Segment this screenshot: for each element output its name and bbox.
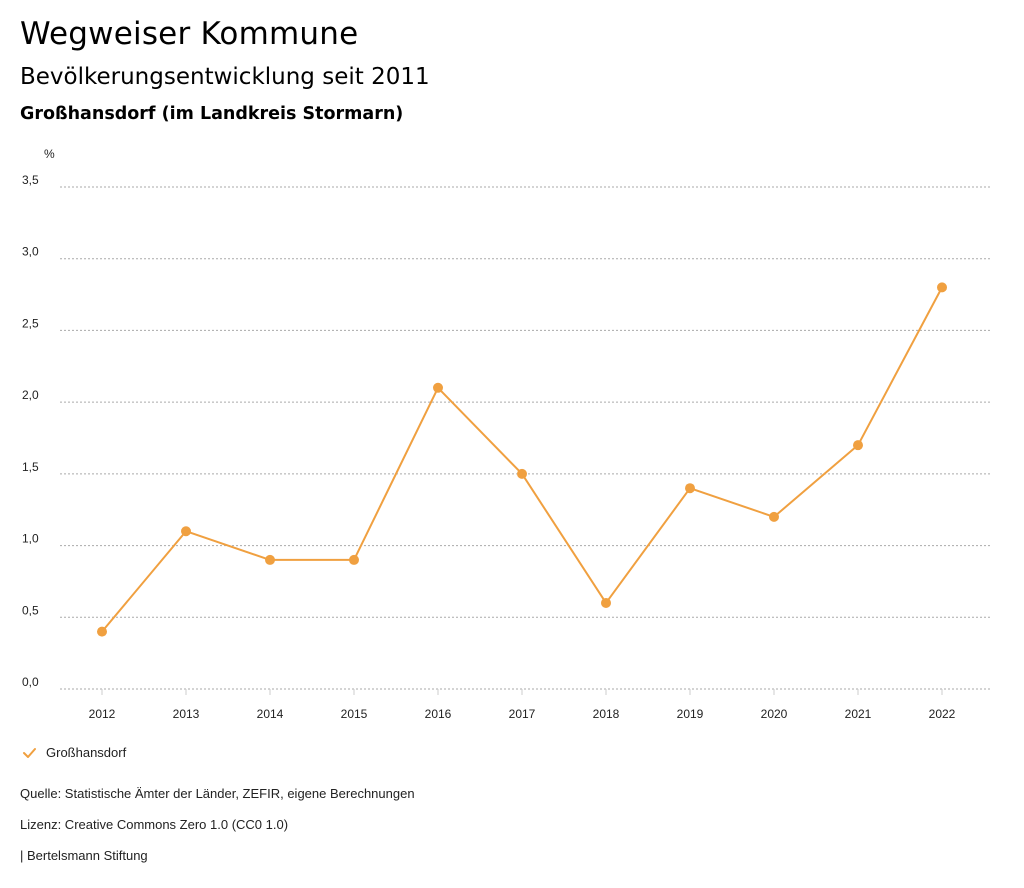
series-group xyxy=(97,282,947,637)
grid-lines xyxy=(60,186,991,690)
y-axis-ticks: 0,0 0,5 1,0 1,5 2,0 2,5 3,0 3,5 xyxy=(22,173,39,689)
y-tick-label: 0,5 xyxy=(22,603,39,617)
data-point[interactable] xyxy=(265,554,275,565)
y-tick-label: 1,0 xyxy=(22,532,39,546)
y-axis-unit-label: % xyxy=(44,147,55,161)
source-note: Quelle: Statistische Ämter der Länder, Z… xyxy=(20,786,415,801)
y-tick-label: 3,5 xyxy=(22,173,39,187)
data-point[interactable] xyxy=(937,282,947,293)
series-line xyxy=(101,286,943,633)
data-point[interactable] xyxy=(97,626,107,637)
x-tick-label: 2018 xyxy=(593,707,620,721)
x-tick-label: 2021 xyxy=(845,707,872,721)
y-tick-label: 1,5 xyxy=(22,460,39,474)
data-point[interactable] xyxy=(685,483,695,494)
checkmark-icon xyxy=(23,747,36,758)
data-point[interactable] xyxy=(601,597,611,608)
page-title: Wegweiser Kommune xyxy=(20,16,359,52)
legend-label: Großhansdorf xyxy=(46,745,127,760)
x-tick-label: 2020 xyxy=(761,707,788,721)
x-axis-ticks: 2012 2013 2014 2015 2016 2017 2018 2019 2020 2021… xyxy=(89,689,956,721)
x-tick-label: 2012 xyxy=(89,707,116,721)
chart-subtitle: Bevölkerungsentwicklung seit 2011 xyxy=(20,64,430,90)
x-tick-label: 2022 xyxy=(929,707,956,721)
y-tick-label: 3,0 xyxy=(22,245,39,259)
data-point[interactable] xyxy=(853,440,863,451)
data-point[interactable] xyxy=(181,526,191,537)
data-point[interactable] xyxy=(517,468,527,479)
x-tick-label: 2015 xyxy=(341,707,368,721)
line-chart: % 0,00,51,01,52,02,53,03,5 2012 2013 2014 2… xyxy=(22,147,991,721)
data-point[interactable] xyxy=(433,382,443,393)
x-tick-label: 2017 xyxy=(509,707,536,721)
y-tick-label: 2,0 xyxy=(22,388,39,402)
x-tick-label: 2019 xyxy=(677,707,704,721)
region-label: Großhansdorf (im Landkreis Stormarn) xyxy=(20,104,404,124)
legend-item-grosshansdorf[interactable]: Großhansdorf xyxy=(22,745,126,760)
x-tick-label: 2016 xyxy=(425,707,452,721)
x-tick-label: 2014 xyxy=(257,707,284,721)
data-point[interactable] xyxy=(349,554,359,565)
license-note: Lizenz: Creative Commons Zero 1.0 (CC0 1… xyxy=(20,817,289,832)
data-point[interactable] xyxy=(769,511,779,522)
credit-note: | Bertelsmann Stiftung xyxy=(20,848,148,863)
y-tick-label: 0,0 xyxy=(22,675,39,689)
x-tick-label: 2013 xyxy=(173,707,200,721)
y-tick-label: 2,5 xyxy=(22,316,39,330)
